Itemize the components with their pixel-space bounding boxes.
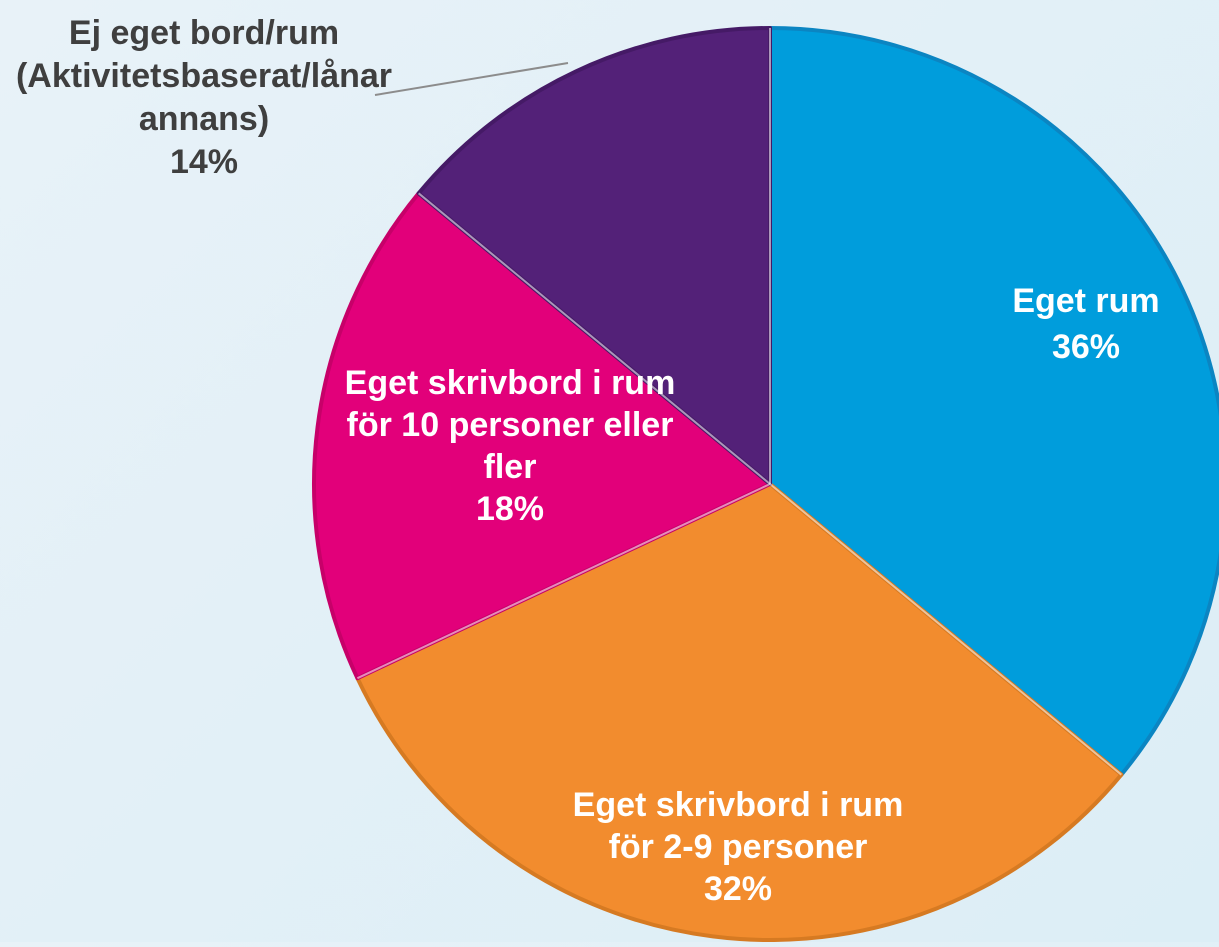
pie-slice-3	[312, 191, 772, 681]
slice-percent-2: 32%	[704, 870, 772, 908]
slice-label-2: Eget skrivbord i rum för 2-9 personer 32%	[573, 786, 904, 908]
slice-label-line: för 2-9 personer	[609, 828, 868, 866]
slice-label-line: (Aktivitetsbaserat/lånar	[16, 57, 392, 95]
leader-lines-layer	[374, 62, 569, 96]
pie-slice-1	[768, 26, 1219, 777]
slice-label-line: Ej eget bord/rum	[69, 14, 339, 52]
slice-label-line: fler	[484, 448, 537, 486]
slices-layer	[312, 26, 1219, 942]
leader-line-4	[374, 62, 569, 96]
slice-percent-1: 36%	[1052, 328, 1120, 366]
slice-label-3: Eget skrivbord i rum för 10 personer elle…	[345, 364, 676, 528]
slice-label-line: Eget skrivbord i rum	[573, 786, 904, 824]
slice-label-line: Eget skrivbord i rum	[345, 364, 676, 402]
pie-slice-4	[416, 26, 772, 486]
slice-separator-4	[418, 192, 771, 485]
pie-slice-2	[355, 482, 1124, 942]
slice-label-line: för 10 personer eller	[347, 406, 674, 444]
slice-label-1: Eget rum 36%	[1012, 282, 1159, 366]
labels-layer: Eget rum 36% Eget skrivbord i rum för 2-9 p…	[16, 14, 1160, 908]
slice-percent-3: 18%	[476, 490, 544, 528]
slice-label-line: Eget rum	[1012, 282, 1159, 320]
slice-label-4: Ej eget bord/rum (Aktivitetsbaserat/lånar…	[16, 14, 392, 181]
slice-label-line: annans)	[139, 100, 269, 138]
slice-percent-4: 14%	[170, 143, 238, 181]
slice-separator-3	[356, 483, 771, 680]
slice-separator-2	[769, 483, 1122, 776]
